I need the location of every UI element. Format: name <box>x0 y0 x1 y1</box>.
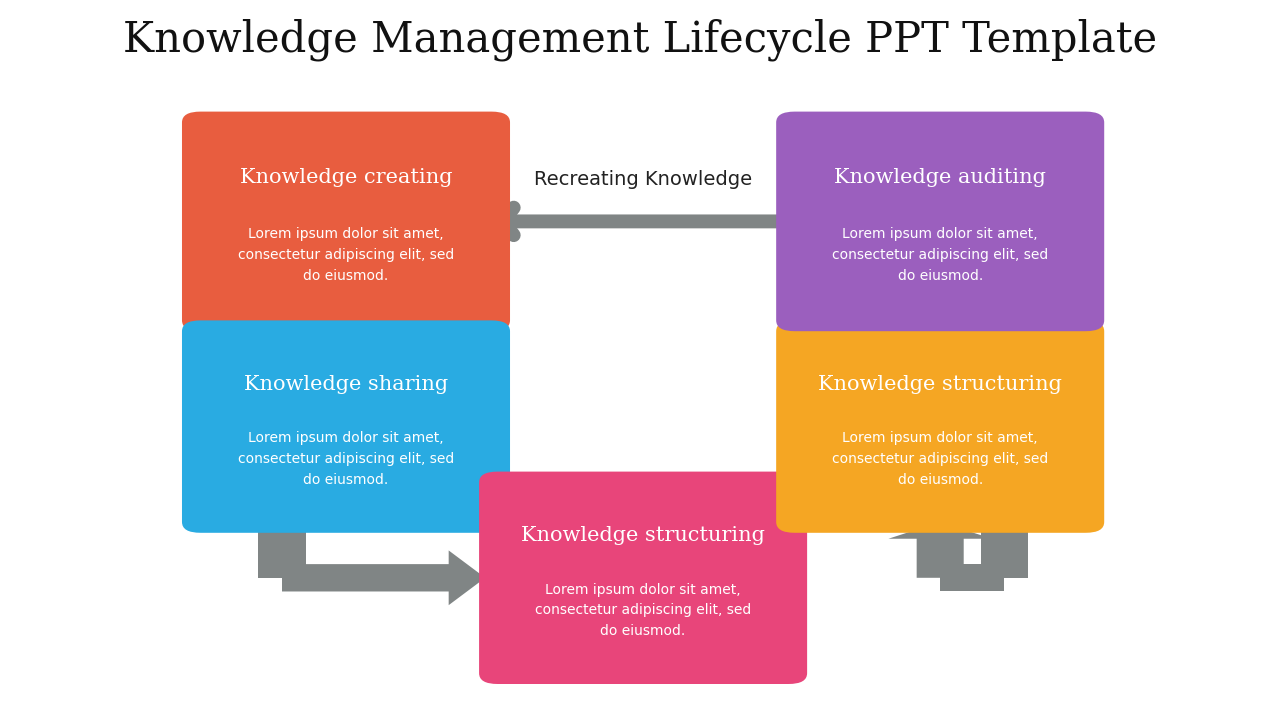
Text: Knowledge sharing: Knowledge sharing <box>244 375 448 394</box>
Text: Knowledge structuring: Knowledge structuring <box>521 526 765 545</box>
Text: Knowledge auditing: Knowledge auditing <box>835 168 1046 187</box>
FancyArrow shape <box>980 522 1028 577</box>
Text: Lorem ipsum dolor sit amet,
consectetur adipiscing elit, sed
do eiusmod.: Lorem ipsum dolor sit amet, consectetur … <box>238 228 454 283</box>
FancyBboxPatch shape <box>479 472 808 684</box>
FancyArrow shape <box>941 564 1005 592</box>
Text: Lorem ipsum dolor sit amet,
consectetur adipiscing elit, sed
do eiusmod.: Lorem ipsum dolor sit amet, consectetur … <box>832 431 1048 487</box>
Text: Knowledge creating: Knowledge creating <box>239 168 452 187</box>
FancyBboxPatch shape <box>182 112 509 331</box>
FancyArrow shape <box>259 522 306 577</box>
FancyBboxPatch shape <box>776 112 1105 331</box>
FancyArrow shape <box>282 551 485 605</box>
FancyBboxPatch shape <box>776 320 1105 533</box>
FancyBboxPatch shape <box>182 320 509 533</box>
Text: Recreating Knowledge: Recreating Knowledge <box>534 170 753 189</box>
FancyArrow shape <box>888 522 992 577</box>
Text: Lorem ipsum dolor sit amet,
consectetur adipiscing elit, sed
do eiusmod.: Lorem ipsum dolor sit amet, consectetur … <box>535 582 751 638</box>
Text: Lorem ipsum dolor sit amet,
consectetur adipiscing elit, sed
do eiusmod.: Lorem ipsum dolor sit amet, consectetur … <box>832 228 1048 283</box>
Text: Lorem ipsum dolor sit amet,
consectetur adipiscing elit, sed
do eiusmod.: Lorem ipsum dolor sit amet, consectetur … <box>238 431 454 487</box>
Text: Knowledge structuring: Knowledge structuring <box>818 375 1062 394</box>
Text: Knowledge Management Lifecycle PPT Template: Knowledge Management Lifecycle PPT Templ… <box>123 18 1157 61</box>
